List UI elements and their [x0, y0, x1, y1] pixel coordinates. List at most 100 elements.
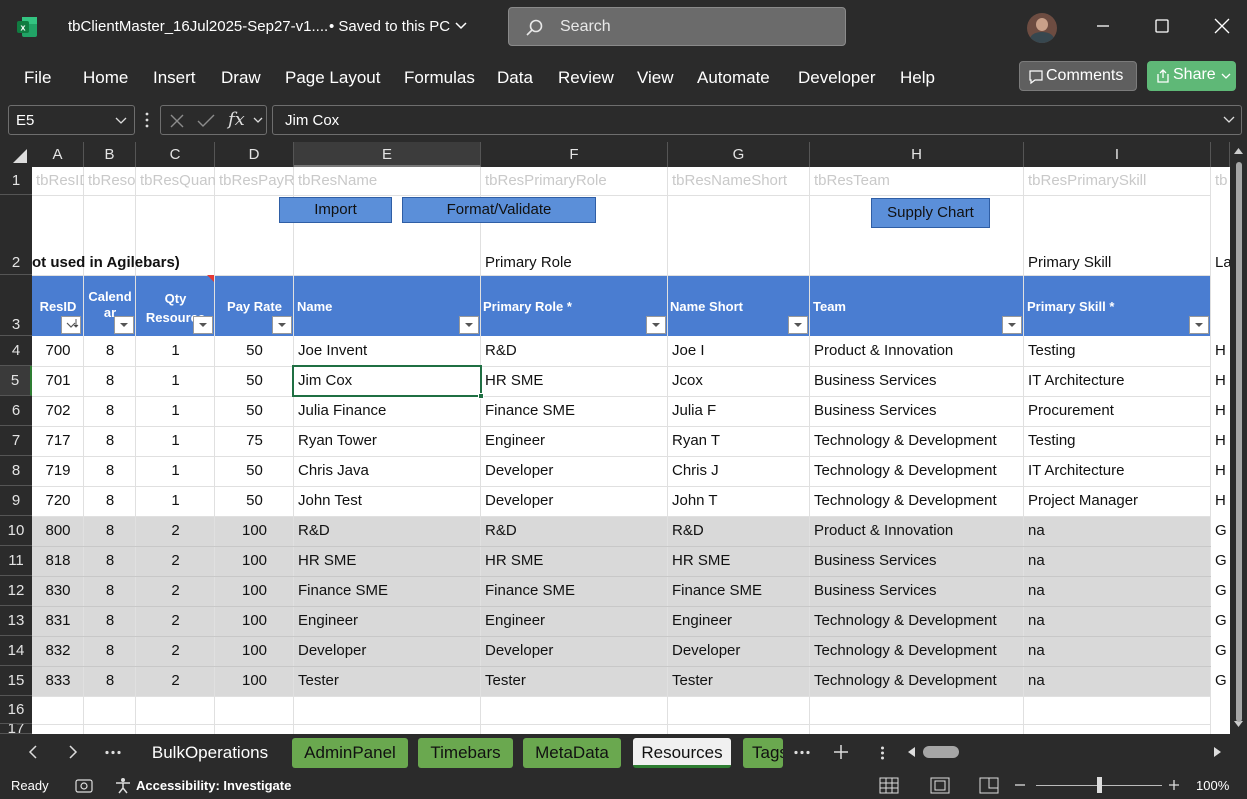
cell-name-short[interactable]: Ryan T — [672, 432, 721, 449]
table-field-name[interactable]: tbResID — [36, 172, 84, 189]
cell-qty[interactable]: 2 — [171, 612, 180, 629]
row-header[interactable]: 3 — [0, 275, 32, 336]
cell-team[interactable]: Technology & Development — [814, 672, 997, 689]
cell-resid[interactable]: 701 — [45, 372, 71, 389]
menu-data[interactable]: Data — [497, 68, 533, 87]
maximize-icon[interactable] — [1152, 16, 1172, 36]
cell-team[interactable]: Technology & Development — [814, 432, 997, 449]
cell-primary-skill[interactable]: Testing — [1028, 342, 1076, 359]
macro-record-icon[interactable] — [75, 777, 93, 794]
worksheet-grid[interactable]: A B C D E F G H I — [0, 142, 1247, 734]
tab-timebars[interactable]: Timebars — [418, 738, 513, 768]
horizontal-scroll-thumb[interactable] — [923, 746, 959, 758]
row-header[interactable]: 4 — [0, 336, 32, 366]
cell-qty[interactable]: 2 — [171, 672, 180, 689]
cell-primary-skill[interactable]: na — [1028, 642, 1045, 659]
row-header[interactable]: 15 — [0, 666, 32, 696]
cell-qty[interactable]: 1 — [171, 432, 180, 449]
vertical-scroll-thumb[interactable] — [1236, 162, 1242, 722]
add-sheet-icon[interactable] — [833, 744, 849, 760]
row-header[interactable]: 9 — [0, 486, 32, 516]
cell-extra[interactable]: H — [1215, 492, 1226, 509]
accessibility-status[interactable]: Accessibility: Investigate — [136, 778, 292, 793]
cell-resid[interactable]: 719 — [45, 462, 71, 479]
row-header-selected[interactable]: 5 — [0, 366, 32, 396]
cell-pay-rate[interactable]: 50 — [246, 372, 263, 389]
comments-button[interactable]: Comments — [1019, 61, 1137, 91]
cell-name[interactable]: Finance SME — [298, 582, 389, 599]
menu-help[interactable]: Help — [900, 68, 935, 87]
cell-resid[interactable]: 700 — [45, 342, 71, 359]
cell-calendar[interactable]: 8 — [105, 642, 115, 659]
fill-handle[interactable] — [478, 393, 484, 399]
tab-adminpanel[interactable]: AdminPanel — [292, 738, 408, 768]
cell-name-short[interactable]: John T — [672, 492, 718, 509]
column-header-e[interactable]: E — [294, 142, 481, 167]
cell-team[interactable]: Technology & Development — [814, 612, 997, 629]
cell-extra[interactable]: H — [1215, 432, 1226, 449]
cell-extra[interactable]: H — [1215, 372, 1226, 389]
cell-team[interactable]: Business Services — [814, 372, 937, 389]
cell-name[interactable]: Engineer — [298, 612, 359, 629]
cell-resid[interactable]: 818 — [45, 552, 71, 569]
table-field-name[interactable]: tb — [1215, 172, 1228, 189]
row-header[interactable]: 17 — [0, 724, 32, 734]
column-header-d[interactable]: D — [215, 142, 294, 167]
cell-resid[interactable]: 830 — [45, 582, 71, 599]
filter-dropdown-team[interactable] — [1002, 316, 1022, 334]
row2-extra[interactable]: La — [1215, 254, 1230, 271]
cell-calendar[interactable]: 8 — [105, 462, 115, 479]
cell-name[interactable]: HR SME — [298, 552, 357, 569]
cell-resid[interactable]: 831 — [45, 612, 71, 629]
cell-qty[interactable]: 2 — [171, 642, 180, 659]
cell-primary-role[interactable]: Engineer — [485, 612, 546, 629]
cell-resid[interactable]: 720 — [45, 492, 71, 509]
insert-function-icon[interactable]: fx — [228, 109, 245, 130]
filter-dropdown-qty[interactable] — [193, 316, 213, 334]
cell-primary-role[interactable]: Finance SME — [485, 582, 576, 599]
more-sheets-icon[interactable] — [104, 750, 122, 755]
cell-calendar[interactable]: 8 — [105, 372, 115, 389]
cell-qty[interactable]: 1 — [171, 372, 180, 389]
menu-review[interactable]: Review — [558, 68, 614, 87]
cell-name[interactable]: John Test — [298, 492, 362, 509]
tab-metadata[interactable]: MetaData — [523, 738, 621, 768]
cell-primary-role[interactable]: Engineer — [485, 432, 546, 449]
supply-chart-button[interactable]: Supply Chart — [871, 198, 990, 228]
cell-pay-rate[interactable]: 100 — [241, 612, 268, 629]
cell-pay-rate[interactable]: 50 — [246, 402, 263, 419]
cell-team[interactable]: Business Services — [814, 552, 937, 569]
cell-qty[interactable]: 2 — [171, 522, 180, 539]
scroll-up-icon[interactable] — [1233, 147, 1244, 155]
cell-team[interactable]: Business Services — [814, 582, 937, 599]
cell-calendar[interactable]: 8 — [105, 432, 115, 449]
chevron-down-icon[interactable] — [253, 117, 263, 124]
menu-home[interactable]: Home — [83, 68, 129, 87]
cell-resid[interactable]: 717 — [45, 432, 71, 449]
cell-primary-role[interactable]: Finance SME — [485, 402, 576, 419]
column-header-f[interactable]: F — [481, 142, 668, 167]
more-options-icon[interactable] — [880, 745, 885, 761]
accessibility-icon[interactable] — [114, 777, 132, 794]
cell-team[interactable]: Business Services — [814, 402, 937, 419]
cell-team[interactable]: Technology & Development — [814, 642, 997, 659]
cell-extra[interactable]: G — [1215, 552, 1227, 569]
cell-extra[interactable]: H — [1215, 462, 1226, 479]
cell-name[interactable]: Developer — [298, 642, 367, 659]
format-validate-button[interactable]: Format/Validate — [402, 197, 596, 223]
column-header-a[interactable]: A — [32, 142, 84, 167]
table-field-name[interactable]: tbResPrimaryRole — [485, 172, 607, 189]
table-field-name[interactable]: tbResQuanti — [140, 172, 215, 189]
menu-automate[interactable]: Automate — [697, 68, 770, 87]
table-field-name[interactable]: tbResPayRa — [219, 172, 294, 189]
cell-extra[interactable]: G — [1215, 522, 1227, 539]
cell-qty[interactable]: 1 — [171, 402, 180, 419]
cell-pay-rate[interactable]: 100 — [241, 582, 268, 599]
table-field-name[interactable]: tbResNameShort — [672, 172, 788, 189]
cell-pay-rate[interactable]: 50 — [246, 342, 263, 359]
avatar[interactable] — [1027, 13, 1057, 43]
cell-calendar[interactable]: 8 — [105, 582, 115, 599]
filter-dropdown-name-short[interactable] — [788, 316, 808, 334]
cell-extra[interactable]: G — [1215, 612, 1227, 629]
cell-name-short[interactable]: Finance SME — [672, 582, 763, 599]
